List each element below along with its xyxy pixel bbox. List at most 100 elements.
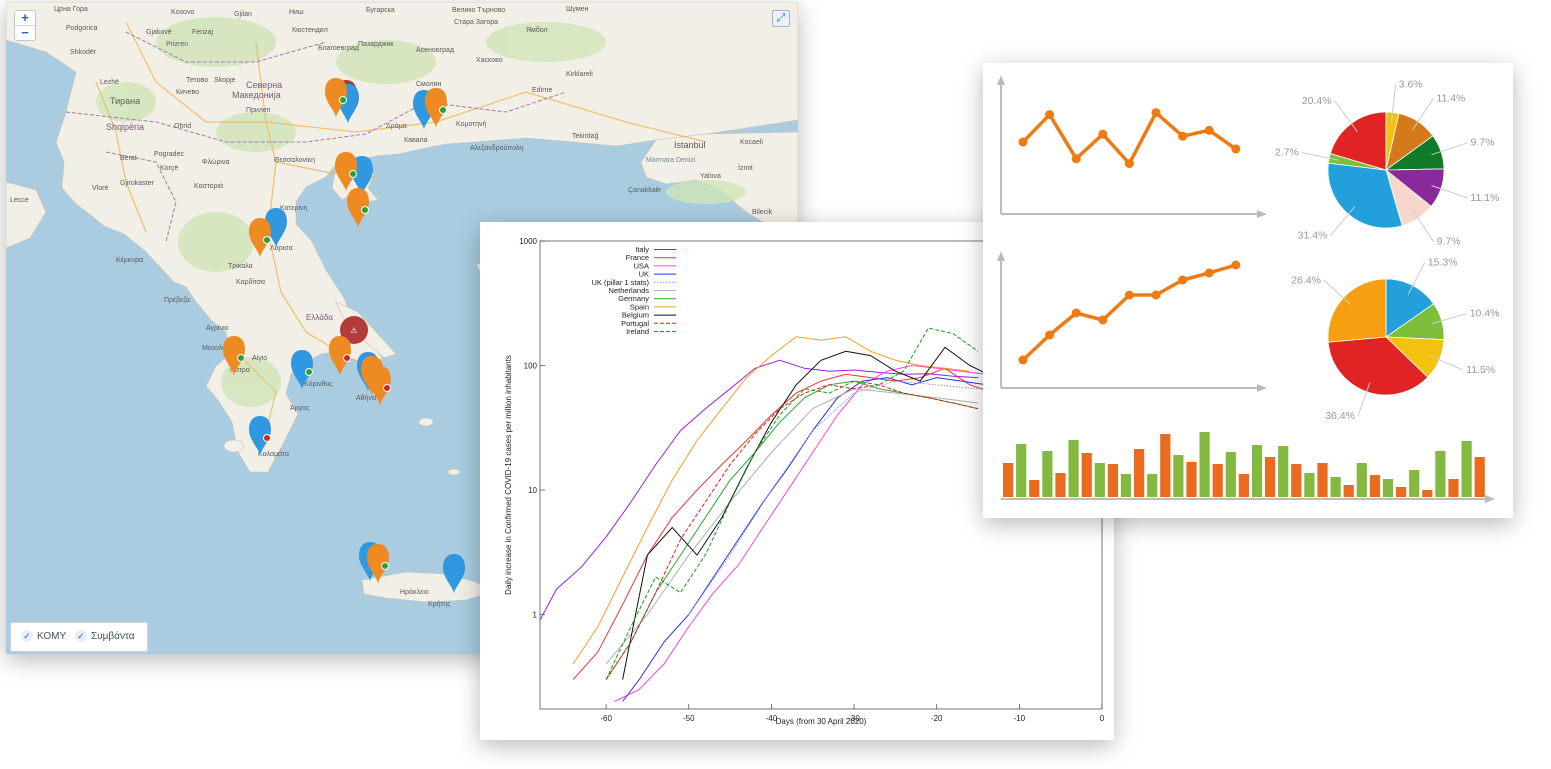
legend-label: Germany <box>618 294 649 303</box>
line-series <box>1021 263 1237 362</box>
place-label: Κρήτης <box>428 601 451 608</box>
place-label: Καλαμάτα <box>258 450 289 458</box>
data-point <box>1204 125 1214 135</box>
place-label: Πάτρα <box>230 366 250 374</box>
pie-slice <box>1327 278 1387 343</box>
pie-leader-line <box>1334 100 1358 132</box>
komy-marker[interactable] <box>443 554 465 594</box>
komy-marker[interactable] <box>347 188 369 228</box>
place-label: Korçë <box>160 165 178 172</box>
place-label: Бугарска <box>366 7 395 14</box>
place-label: Θεσσαλονίκη <box>274 156 315 164</box>
komy-marker[interactable] <box>335 152 357 192</box>
zoom-out-button[interactable]: − <box>15 25 35 40</box>
data-point <box>1018 355 1028 365</box>
series-line <box>539 359 979 621</box>
data-point <box>1071 154 1081 164</box>
x-tick-label: -30 <box>848 714 860 723</box>
series-line <box>622 377 987 702</box>
place-label: Kirklareli <box>566 71 593 78</box>
bar <box>1461 441 1472 497</box>
bar <box>1186 462 1197 497</box>
komy-marker[interactable] <box>291 350 313 390</box>
map-markers[interactable]: ⚠ <box>223 78 465 594</box>
legend-item-komy[interactable]: ✓ ΚΟΜΥ <box>21 630 66 642</box>
data-point <box>1124 159 1134 169</box>
land-island <box>418 417 434 427</box>
fullscreen-button[interactable]: ⤢ <box>772 10 790 27</box>
komy-marker[interactable] <box>367 544 389 584</box>
komy-marker[interactable] <box>223 336 245 376</box>
place-label: Πρέβεζα <box>164 296 190 304</box>
axis-arrow <box>1485 495 1495 503</box>
pie-leader-line <box>1330 206 1356 236</box>
data-point <box>1151 290 1161 300</box>
bar <box>1134 449 1145 497</box>
pie-leader-line <box>1323 279 1351 305</box>
bar <box>1107 464 1118 497</box>
x-tick-label: -60 <box>600 714 612 723</box>
komy-marker[interactable] <box>249 416 271 456</box>
legend-label: Ireland <box>626 327 649 336</box>
legend-label: Συμβάντα <box>91 630 135 642</box>
komy-marker[interactable] <box>329 336 351 376</box>
pie-leader-line <box>1429 355 1464 371</box>
pie-slice-label: 9.7% <box>1471 137 1495 149</box>
bar <box>1330 477 1341 497</box>
pie-slice-label: 11.5% <box>1466 364 1495 376</box>
place-label: Yalova <box>700 173 721 180</box>
x-tick-label: -50 <box>683 714 695 723</box>
place-label: Κέρκυρα <box>116 256 143 264</box>
place-label: Стара Загора <box>454 19 498 26</box>
data-point <box>1231 144 1241 154</box>
pie-slice-label: 26.4% <box>1291 274 1321 286</box>
bar <box>1173 455 1184 497</box>
incident-marker[interactable]: ⚠ <box>340 316 368 344</box>
komy-marker[interactable] <box>325 78 347 118</box>
komy-marker[interactable] <box>369 366 391 406</box>
place-label: Άργος <box>290 405 310 412</box>
komy-marker[interactable] <box>249 218 271 258</box>
pie-leader-line <box>1431 185 1468 199</box>
axis-arrow <box>997 75 1005 85</box>
place-label: Vlorë <box>92 185 108 192</box>
place-label: Тирана <box>110 96 140 106</box>
y-tick-label: 1000 <box>519 237 537 246</box>
place-label: Çanakkale <box>628 187 661 194</box>
bar <box>1225 452 1236 497</box>
bar <box>1029 480 1040 497</box>
bar <box>1120 474 1132 497</box>
data-point <box>1018 137 1028 147</box>
legend-item-incidents[interactable]: ✓ Συμβάντα <box>75 630 135 642</box>
place-label: Μεσολόγγι <box>202 344 235 352</box>
pie-leader-line <box>1412 98 1434 131</box>
place-labels: Црна Гора Kosovo Gjilan Ниш Бугарска Вел… <box>10 6 773 608</box>
place-label: Skopje <box>214 77 236 84</box>
land-balkans <box>6 2 798 473</box>
data-point <box>1204 268 1214 278</box>
place-label: Marmara Denizi <box>646 157 696 164</box>
place-label: Тетово <box>186 77 208 84</box>
komy-marker[interactable] <box>265 208 287 248</box>
komy-marker[interactable] <box>425 88 447 128</box>
legend-label: Portugal <box>621 319 649 328</box>
place-label: Ниш <box>289 9 304 16</box>
line-series <box>1021 110 1237 166</box>
place-label: Кюстендил <box>292 27 328 34</box>
bar <box>1422 490 1433 497</box>
place-label: Κατερίνη <box>280 204 308 212</box>
land-italy-heel <box>6 181 47 249</box>
check-icon: ✓ <box>75 630 87 642</box>
zoom-in-button[interactable]: + <box>21 10 29 25</box>
data-point <box>1178 131 1188 141</box>
bar <box>1147 474 1158 497</box>
borders <box>65 31 567 243</box>
line-chart-bottom-axes <box>1000 255 1263 389</box>
map-canvas[interactable]: Црна Гора Kosovo Gjilan Ниш Бугарска Вел… <box>6 2 798 654</box>
legend-label: UK <box>639 270 649 279</box>
series-line <box>572 367 995 680</box>
place-label: Ямбол <box>526 26 548 34</box>
place-label: Shkodër <box>70 49 97 56</box>
bar <box>1382 479 1394 497</box>
